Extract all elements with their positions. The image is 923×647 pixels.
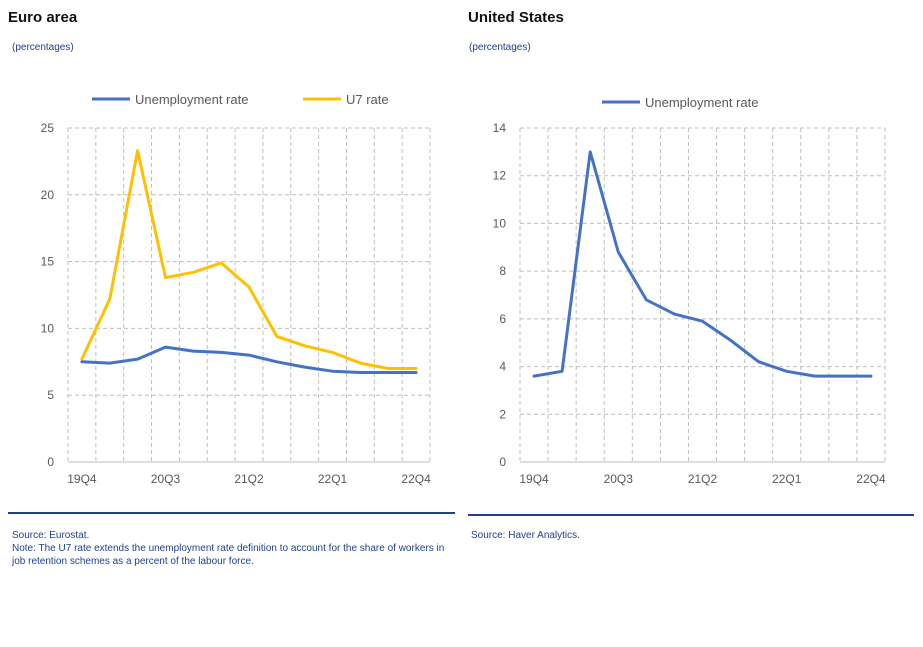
united-states-chart: 0 2 4 6 8 10 12 14 19Q4 20Q3 21Q2 22Q1 22Q4 Unemploym… bbox=[493, 95, 886, 486]
euro-line-unemployment-rate bbox=[80, 345, 418, 374]
euro-xtick-label: 20Q3 bbox=[151, 472, 181, 486]
us-line-unemployment-rate bbox=[532, 150, 873, 378]
us-xtick-label: 22Q4 bbox=[856, 472, 886, 486]
united-states-rule bbox=[468, 514, 914, 516]
euro-xtick-label: 21Q2 bbox=[234, 472, 264, 486]
euro-area-rule bbox=[8, 512, 455, 514]
euro-line-u7-rate bbox=[80, 149, 418, 370]
euro-area-note: Note: The U7 rate extends the unemployme… bbox=[12, 543, 445, 567]
united-states-source: Source: Haver Analytics. bbox=[471, 530, 580, 541]
euro-xtick-label: 22Q4 bbox=[401, 472, 431, 486]
us-ytick-label: 10 bbox=[493, 216, 507, 230]
euro-ytick-label: 25 bbox=[41, 121, 55, 135]
euro-legend-label-u7-rate: U7 rate bbox=[346, 92, 389, 107]
euro-ytick-label: 20 bbox=[41, 188, 55, 202]
euro-ytick-label: 0 bbox=[47, 455, 54, 469]
euro-xtick-label: 19Q4 bbox=[67, 472, 97, 486]
us-ytick-label: 4 bbox=[499, 360, 506, 374]
us-ytick-label: 12 bbox=[493, 169, 507, 183]
us-xtick-label: 19Q4 bbox=[519, 472, 549, 486]
euro-area-subtitle: (percentages) bbox=[12, 42, 74, 53]
euro-xtick-label: 22Q1 bbox=[318, 472, 348, 486]
euro-area-title: Euro area bbox=[8, 9, 78, 26]
us-ytick-label: 8 bbox=[499, 264, 506, 278]
us-xtick-label: 22Q1 bbox=[772, 472, 802, 486]
euro-ytick-label: 5 bbox=[47, 388, 54, 402]
us-ytick-label: 6 bbox=[499, 312, 506, 326]
us-xtick-label: 20Q3 bbox=[604, 472, 634, 486]
euro-ytick-label: 15 bbox=[41, 255, 55, 269]
euro-legend-label-unemployment-rate: Unemployment rate bbox=[135, 92, 248, 107]
euro-area-source: Source: Eurostat. bbox=[12, 530, 90, 541]
us-ytick-label: 0 bbox=[499, 455, 506, 469]
us-xtick-label: 21Q2 bbox=[688, 472, 718, 486]
us-ytick-label: 2 bbox=[499, 407, 506, 421]
united-states-subtitle: (percentages) bbox=[469, 42, 531, 53]
us-legend-label-unemployment-rate: Unemployment rate bbox=[645, 95, 758, 110]
us-ytick-label: 14 bbox=[493, 121, 507, 135]
united-states-title: United States bbox=[468, 9, 564, 26]
euro-ytick-label: 10 bbox=[41, 321, 55, 335]
euro-area-chart: 0 5 10 15 20 25 19Q4 20Q3 21Q2 22Q1 22Q4 Unemployme… bbox=[41, 92, 431, 486]
